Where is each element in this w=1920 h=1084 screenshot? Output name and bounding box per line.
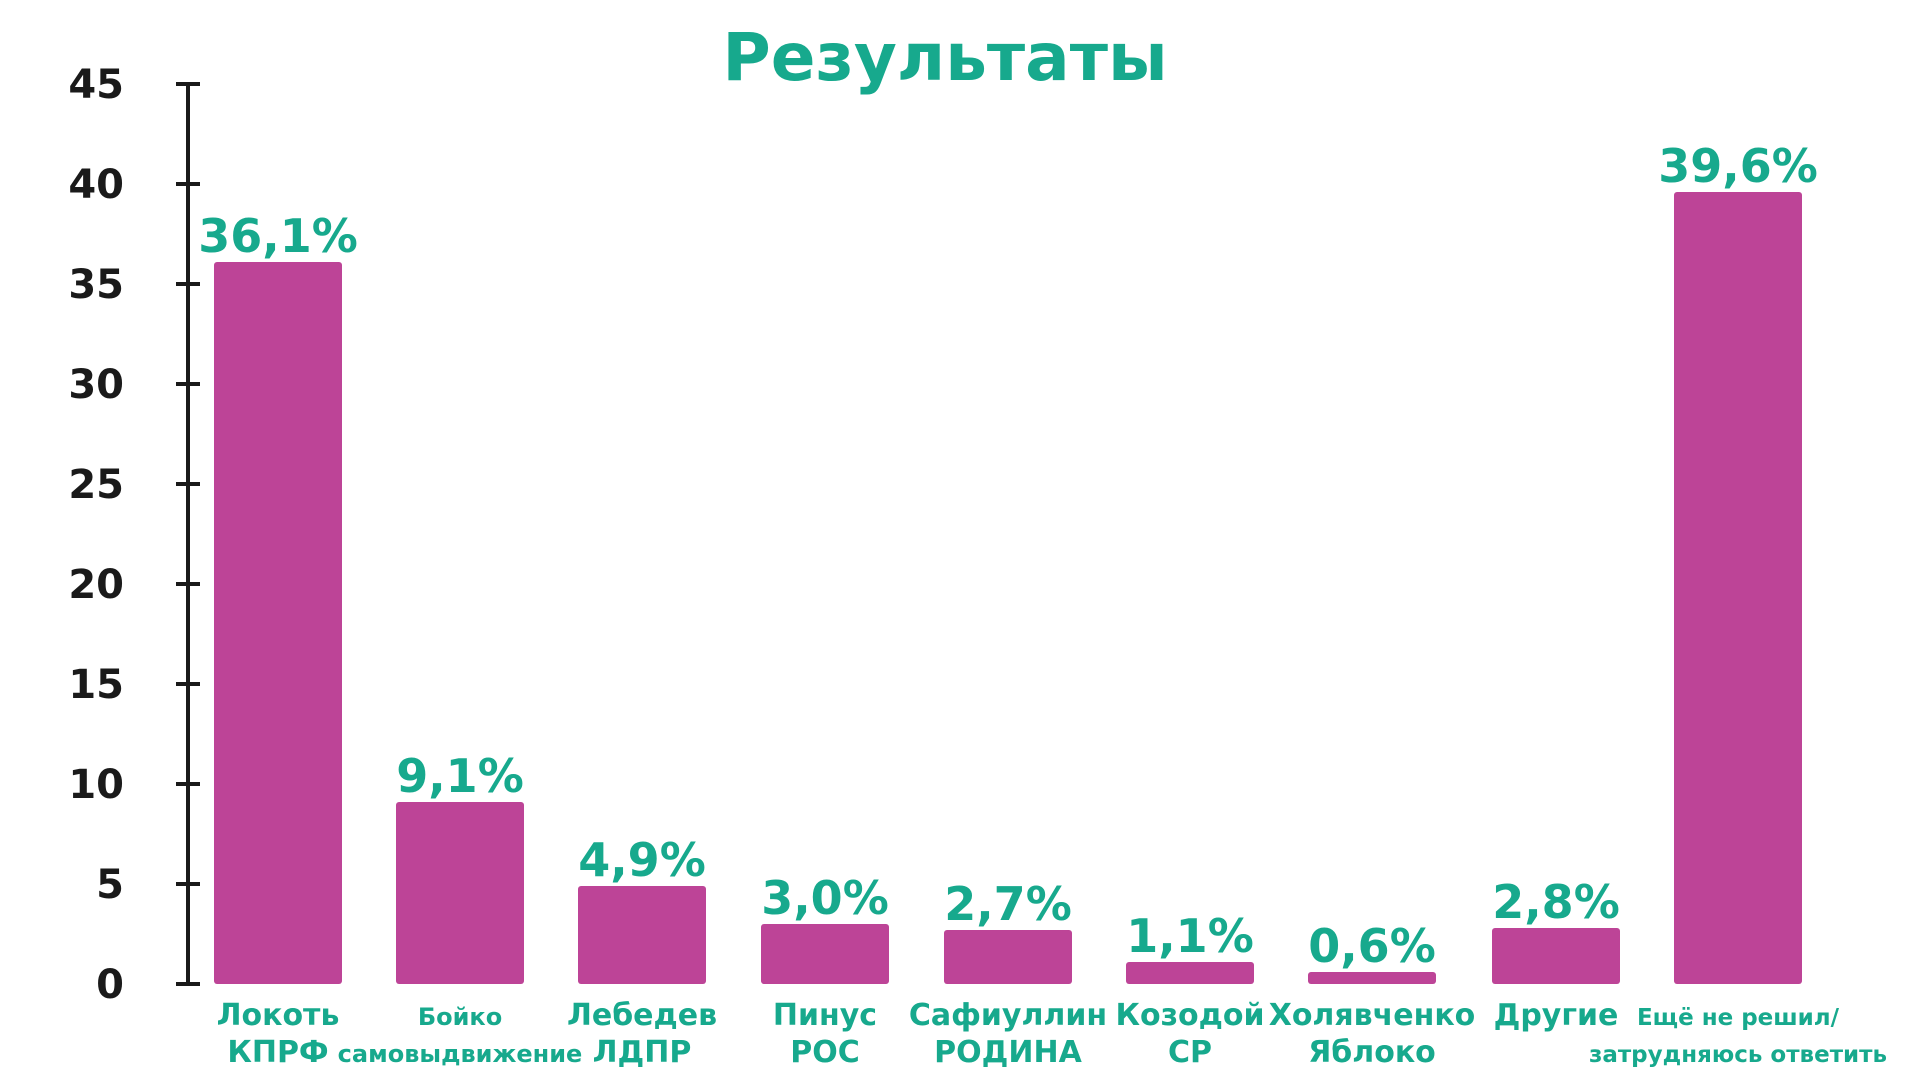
chart-title: Результаты: [722, 19, 1167, 96]
bar-value-label: 9,1%: [396, 749, 524, 803]
bar: [1674, 192, 1802, 984]
category-label: Другие: [1494, 998, 1619, 1033]
bar-value-label: 2,7%: [944, 877, 1072, 931]
bar-value-label: 2,8%: [1492, 875, 1620, 929]
category-label: самовыдвижение: [338, 1040, 583, 1068]
category-label: Локоть: [217, 998, 340, 1033]
category-label: КПРФ: [227, 1035, 328, 1070]
y-tick-label: 40: [68, 162, 124, 208]
bar: [944, 930, 1072, 984]
category-label: Лебедев: [567, 998, 717, 1033]
category-label: Сафиуллин: [909, 998, 1107, 1033]
value-labels: 36,1% 9,1% 4,9% 3,0% 2,7% 1,1% 0,6% 2,8% 39,6%: [198, 139, 1818, 973]
bars: [214, 192, 1802, 984]
category-label: затрудняюсь ответить: [1589, 1042, 1887, 1068]
category-label: Холявченко: [1269, 998, 1476, 1033]
bar-value-label: 36,1%: [198, 209, 358, 263]
bar-value-label: 3,0%: [761, 871, 889, 925]
bar-value-label: 0,6%: [1308, 919, 1436, 973]
bar: [761, 924, 889, 984]
bar-value-label: 1,1%: [1126, 909, 1254, 963]
category-label: СР: [1168, 1035, 1212, 1070]
y-tick-label: 35: [68, 262, 124, 308]
category-label: РОДИНА: [934, 1035, 1082, 1070]
category-label: Козодой: [1115, 998, 1264, 1033]
bar: [1126, 962, 1254, 984]
category-label: Яблоко: [1308, 1035, 1436, 1070]
y-tick-label: 15: [68, 662, 124, 708]
y-tick-label: 45: [68, 62, 124, 108]
bar: [1308, 972, 1436, 984]
y-tick-label: 20: [68, 562, 124, 608]
category-label: Бойко: [418, 1003, 502, 1031]
y-tick-label: 30: [68, 362, 124, 408]
y-tick-label: 5: [96, 862, 124, 908]
category-label: ЛДПР: [593, 1035, 692, 1070]
y-axis: 0 5 10 15 20 25 30 35 40 45: [68, 62, 200, 1008]
y-tick-label: 10: [68, 762, 124, 808]
y-tick-label: 0: [96, 962, 124, 1008]
bar-value-label: 4,9%: [578, 833, 706, 887]
bar: [214, 262, 342, 984]
bar-value-label: 39,6%: [1658, 139, 1818, 193]
category-label: РОС: [790, 1035, 860, 1070]
y-tick-label: 25: [68, 462, 124, 508]
bar: [396, 802, 524, 984]
category-label: Пинус: [773, 998, 877, 1033]
bar: [578, 886, 706, 984]
category-label: Ещё не решил/: [1637, 1005, 1840, 1031]
bar: [1492, 928, 1620, 984]
